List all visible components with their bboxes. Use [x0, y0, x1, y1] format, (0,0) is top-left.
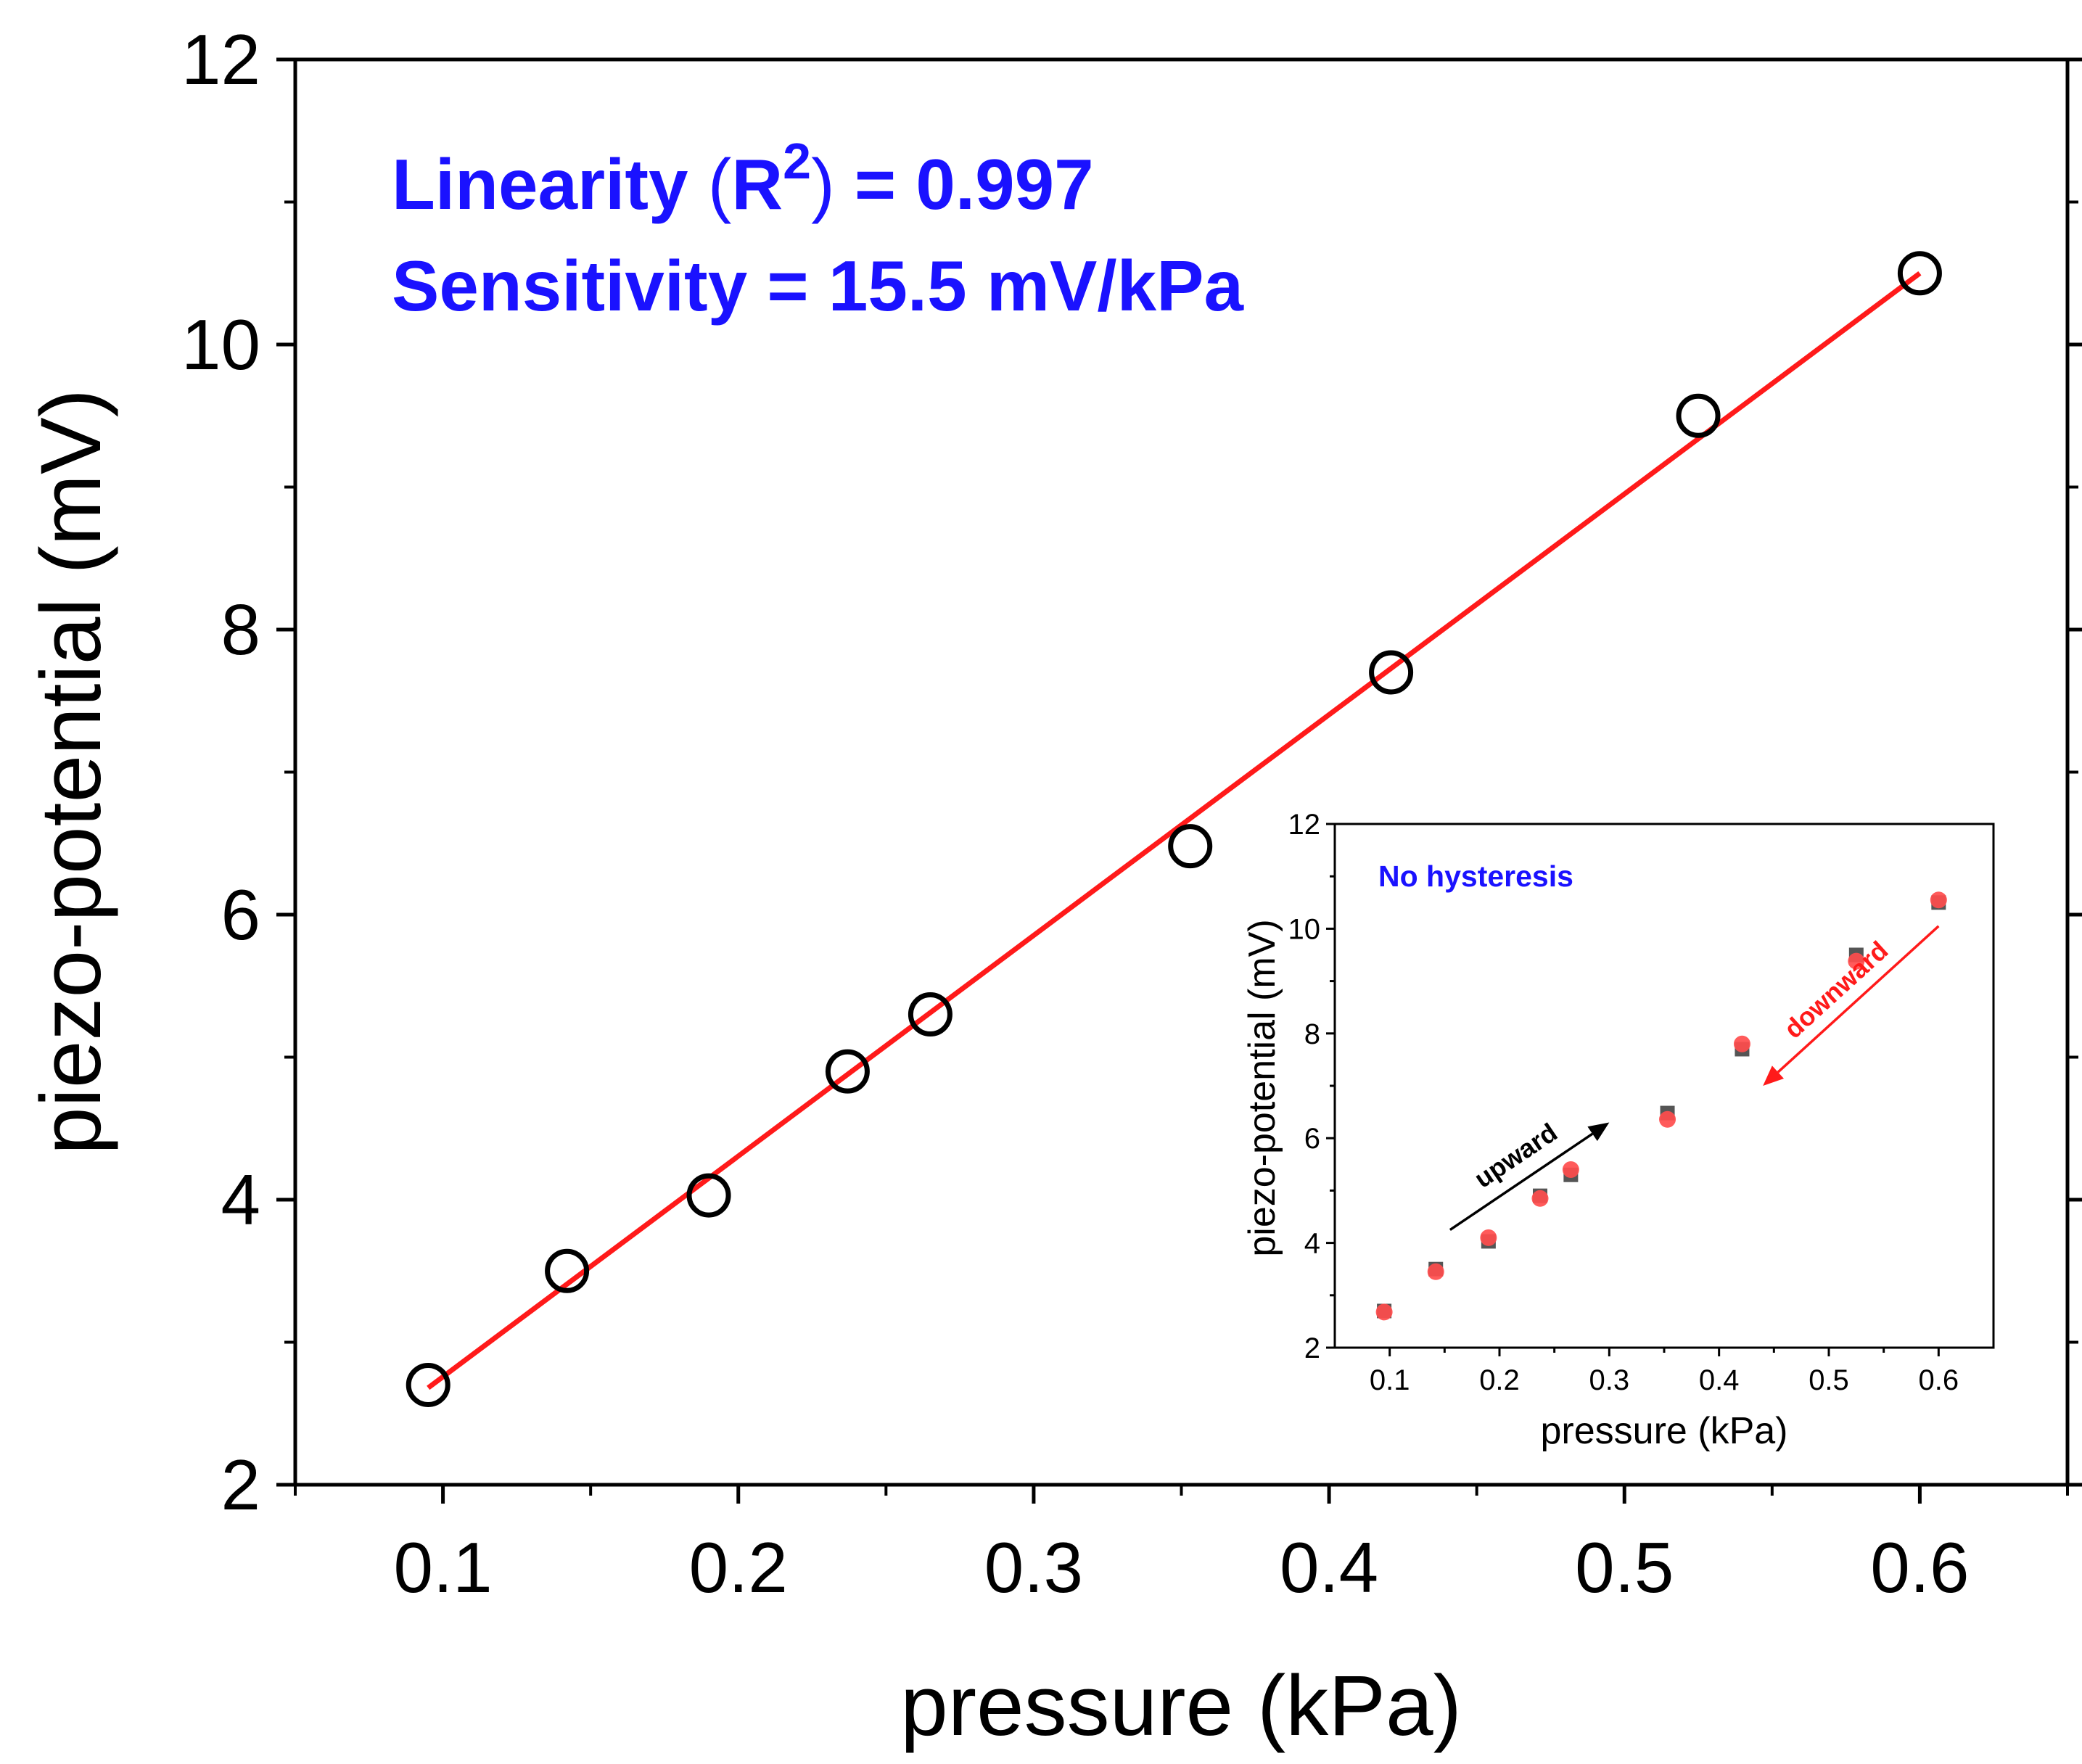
main-x-tick-label: 0.6: [1870, 1528, 1969, 1607]
inset-downward-point: [1375, 1303, 1393, 1321]
main-data-point: [1897, 251, 1942, 296]
inset-y-tick-label: 12: [1288, 809, 1321, 841]
linearity-r: R: [731, 144, 783, 224]
inset-x-tick-label: 0.1: [1370, 1364, 1410, 1396]
inset-y-tick-label: 10: [1288, 913, 1321, 945]
main-x-axis-title: pressure (kPa): [900, 1658, 1462, 1754]
main-fit-line-layer: [427, 271, 1922, 1390]
inset-downward-point: [1848, 952, 1865, 970]
linearity-superscript: 2: [783, 133, 811, 189]
main-data-point: [545, 1248, 590, 1293]
main-data-point: [406, 1362, 450, 1407]
main-y-tick-label: 12: [181, 20, 260, 99]
inset-data-points: [1375, 891, 1947, 1321]
main-data-point: [1369, 650, 1414, 695]
main-axis-ticks: 0.1 0.2 0.3 0.4 0.5 0.6 2 4 6 8 10 12: [181, 20, 2082, 1607]
inset-x-tick-label: 0.4: [1699, 1364, 1740, 1396]
inset-plot-frame: [1333, 823, 1995, 1349]
main-y-tick-label: 8: [221, 590, 260, 669]
main-data-point: [1168, 824, 1213, 869]
main-y-tick-label: 4: [221, 1160, 260, 1240]
main-x-tick-label: 0.5: [1575, 1528, 1674, 1607]
linearity-paren-close: ): [811, 144, 835, 224]
inset-y-tick-label: 8: [1304, 1018, 1320, 1050]
inset-arrows: [1449, 925, 1940, 1232]
inset-downward-point: [1659, 1110, 1676, 1128]
main-x-tick-label: 0.3: [984, 1528, 1083, 1607]
main-data-point: [686, 1173, 731, 1218]
main-y-tick-label: 10: [181, 305, 260, 384]
inset-y-axis-title: piezo-potential (mV): [1241, 919, 1283, 1256]
main-x-tick-label: 0.4: [1280, 1528, 1378, 1607]
inset-downward-point: [1930, 891, 1947, 909]
main-y-axis-title: piezo-potential (mV): [23, 389, 119, 1155]
inset-downward-point: [1427, 1263, 1444, 1280]
main-data-point: [1676, 393, 1721, 438]
sensitivity-annotation: Sensitivity = 15.5 mV/kPa: [392, 246, 1244, 326]
upward-arrow-head: [1587, 1122, 1610, 1142]
linearity-prefix: Linearity: [392, 144, 708, 224]
main-data-points: [406, 251, 1942, 1407]
inset-downward-point: [1733, 1035, 1750, 1052]
inset-axis-ticks: 0.1 0.2 0.3 0.4 0.5 0.6 2 4 6 8 10 12: [1288, 809, 1959, 1396]
downward-arrow-shaft: [1777, 925, 1940, 1073]
inset-downward-point: [1531, 1190, 1549, 1207]
inset-downward-point: [1480, 1229, 1497, 1246]
upward-arrow-shaft: [1449, 1132, 1594, 1232]
main-y-tick-label: 6: [221, 875, 260, 955]
main-x-tick-label: 0.2: [689, 1528, 788, 1607]
no-hysteresis-label: No hysteresis: [1378, 860, 1573, 893]
linearity-paren-open: (: [708, 144, 732, 224]
inset-y-tick-label: 2: [1304, 1332, 1320, 1364]
inset-x-tick-label: 0.2: [1479, 1364, 1520, 1396]
inset-x-tick-label: 0.3: [1589, 1364, 1630, 1396]
main-data-point: [825, 1049, 870, 1094]
linearity-value: = 0.997: [835, 144, 1094, 224]
linearity-annotation: Linearity (R2) = 0.997: [392, 133, 1094, 224]
inset-x-tick-label: 0.6: [1919, 1364, 1959, 1396]
downward-arrow-head: [1763, 1066, 1784, 1086]
main-y-tick-label: 2: [221, 1445, 260, 1525]
inset-y-tick-label: 6: [1304, 1123, 1320, 1155]
main-data-point: [908, 992, 952, 1037]
inset-y-tick-label: 4: [1304, 1228, 1320, 1260]
main-x-tick-label: 0.1: [393, 1528, 492, 1607]
inset-x-axis-title: pressure (kPa): [1541, 1410, 1788, 1452]
inset-downward-point: [1562, 1161, 1579, 1179]
inset-x-tick-label: 0.5: [1809, 1364, 1849, 1396]
linear-fit-line: [427, 271, 1922, 1390]
